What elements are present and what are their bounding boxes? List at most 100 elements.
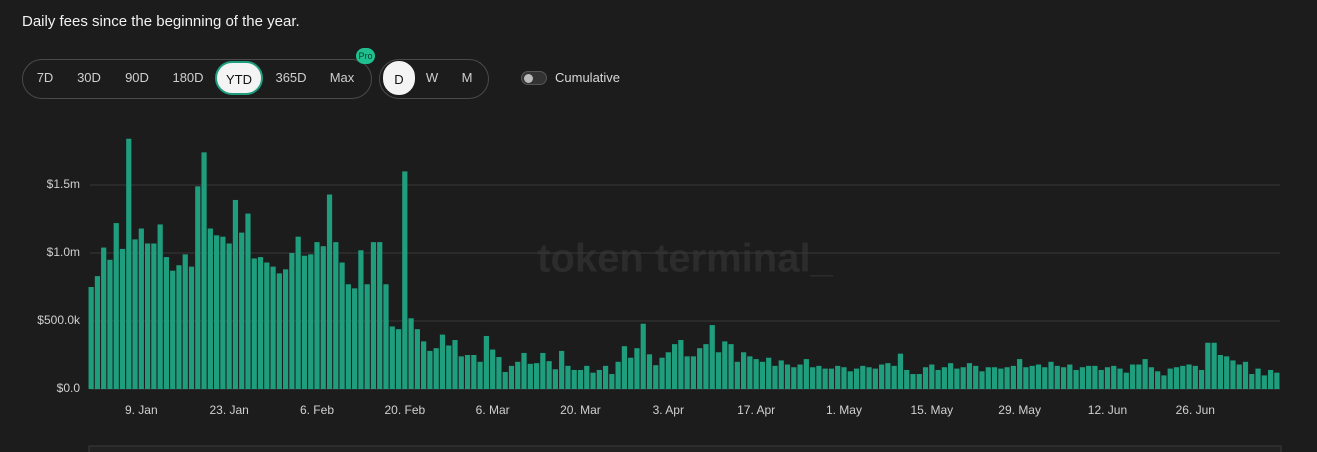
bar	[1230, 360, 1236, 389]
bar	[521, 352, 527, 389]
bar	[345, 284, 351, 389]
bar	[439, 334, 446, 389]
toggle-knob	[524, 74, 533, 83]
bar	[935, 369, 941, 389]
bar	[1242, 361, 1249, 389]
x-tick-label: 9. Jan	[125, 403, 158, 417]
bar	[828, 368, 835, 389]
bar	[741, 352, 747, 389]
bar	[1167, 368, 1173, 389]
bar	[301, 255, 308, 389]
bar	[119, 248, 126, 389]
bar	[1192, 365, 1198, 389]
bar	[879, 364, 885, 389]
bar	[665, 352, 671, 389]
bar	[251, 258, 257, 389]
bar	[402, 171, 408, 389]
navigator	[88, 445, 1282, 452]
range-button[interactable]: Max	[329, 70, 355, 85]
bar	[1123, 372, 1129, 389]
bar	[671, 344, 678, 389]
bar	[1004, 367, 1010, 389]
period-button[interactable]: M	[461, 70, 473, 85]
bar	[897, 353, 904, 389]
bar	[132, 239, 138, 389]
bar	[941, 367, 947, 389]
bar	[377, 242, 383, 389]
toggle-label[interactable]: Cumulative	[555, 70, 621, 85]
pro-badge: Pro	[356, 48, 375, 64]
range-button[interactable]: 30D	[77, 70, 101, 85]
period-button[interactable]: W	[425, 70, 439, 85]
bar	[772, 365, 778, 389]
bar	[1173, 367, 1180, 389]
bar	[308, 254, 314, 389]
bar	[1249, 374, 1255, 389]
bar	[690, 356, 697, 389]
bar	[998, 368, 1004, 389]
bar	[1023, 367, 1029, 389]
bar	[1104, 367, 1111, 389]
bar	[753, 359, 759, 389]
bar	[1010, 365, 1016, 389]
range-button-selected[interactable]: YTD	[215, 61, 263, 95]
x-tick-label: 23. Jan	[209, 403, 248, 417]
bar	[88, 287, 94, 389]
range-button[interactable]: 7D	[36, 70, 54, 85]
bar	[320, 246, 326, 389]
bar	[1211, 342, 1217, 389]
bar	[138, 228, 144, 389]
bar	[195, 186, 201, 389]
bar	[270, 266, 276, 389]
bar	[891, 365, 897, 389]
bar	[640, 323, 646, 389]
bar	[1054, 365, 1060, 389]
bar	[452, 340, 458, 389]
bar	[646, 354, 653, 389]
bar	[220, 236, 226, 389]
bar	[979, 371, 985, 389]
bar	[615, 361, 621, 389]
period-button-selected[interactable]: D	[383, 61, 415, 95]
bar	[552, 369, 558, 389]
bar	[427, 350, 433, 389]
bar	[464, 355, 471, 389]
bar	[94, 276, 101, 389]
bar	[414, 329, 420, 389]
bar	[709, 325, 715, 389]
bar	[515, 361, 521, 389]
bar	[634, 348, 640, 389]
bar	[1048, 361, 1054, 389]
bar	[214, 235, 220, 389]
bar	[433, 348, 439, 389]
bar	[747, 356, 753, 389]
bar	[577, 369, 584, 389]
bar	[151, 243, 157, 389]
bar	[314, 242, 320, 389]
bar	[822, 368, 828, 389]
bar	[1079, 367, 1085, 389]
bar	[1086, 365, 1092, 389]
range-button[interactable]: 365D	[275, 70, 307, 85]
bar	[477, 361, 483, 389]
bar	[483, 335, 489, 389]
bar	[283, 269, 289, 389]
range-button[interactable]: 180D	[172, 70, 204, 85]
bar	[1148, 367, 1154, 389]
bar	[584, 365, 590, 389]
bar	[1180, 365, 1186, 389]
bar	[182, 254, 188, 389]
bar	[810, 367, 816, 389]
range-button[interactable]: 90D	[125, 70, 149, 85]
bar	[816, 365, 822, 389]
bar	[1217, 355, 1223, 389]
bar	[1155, 371, 1161, 389]
bar	[872, 368, 878, 389]
bar	[458, 356, 464, 389]
watermark: token terminal_	[537, 237, 833, 281]
bar	[389, 326, 395, 389]
bar	[835, 365, 841, 389]
bar	[1261, 375, 1267, 389]
bar	[1042, 367, 1048, 389]
bar	[1035, 364, 1042, 389]
